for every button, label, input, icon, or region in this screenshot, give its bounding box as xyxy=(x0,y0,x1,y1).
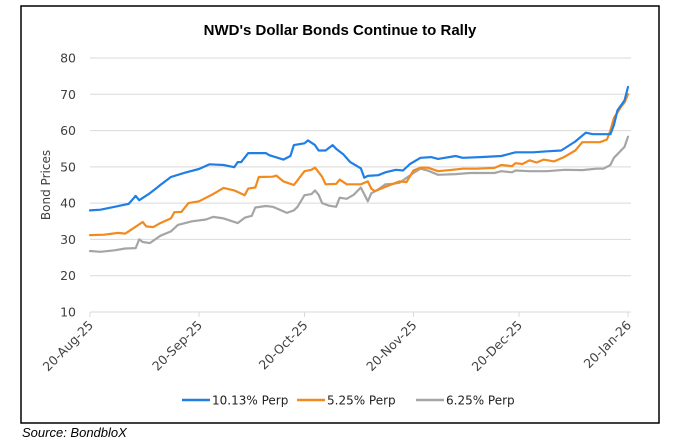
y-tick-label: 80 xyxy=(60,51,76,66)
y-tick-label: 40 xyxy=(60,196,76,211)
legend-label: 5.25% Perp xyxy=(327,394,396,408)
y-axis-ticks: 10 20 30 40 50 60 70 80 xyxy=(60,51,76,320)
y-axis-label: Bond Prices xyxy=(39,150,53,220)
y-tick-label: 70 xyxy=(60,87,76,102)
legend-label: 6.25% Perp xyxy=(446,394,515,408)
legend-label: 10.13% Perp xyxy=(212,394,288,408)
series-line-6-25-perp xyxy=(88,135,630,253)
y-tick-label: 10 xyxy=(60,305,76,320)
y-tick-label: 50 xyxy=(60,159,76,174)
y-tick-label: 60 xyxy=(60,123,76,138)
series-line-10-13-perp xyxy=(88,85,630,212)
series-lines xyxy=(88,85,630,253)
legend: 10.13% Perp 5.25% Perp 6.25% Perp xyxy=(182,394,515,408)
y-tick-label: 20 xyxy=(60,268,76,283)
chart-title: NWD's Dollar Bonds Continue to Rally xyxy=(204,22,477,39)
series-line-5-25-perp xyxy=(88,93,630,237)
source-note: Source: BondbloX xyxy=(22,425,127,440)
y-tick-label: 30 xyxy=(60,232,76,247)
chart-frame xyxy=(20,5,660,424)
